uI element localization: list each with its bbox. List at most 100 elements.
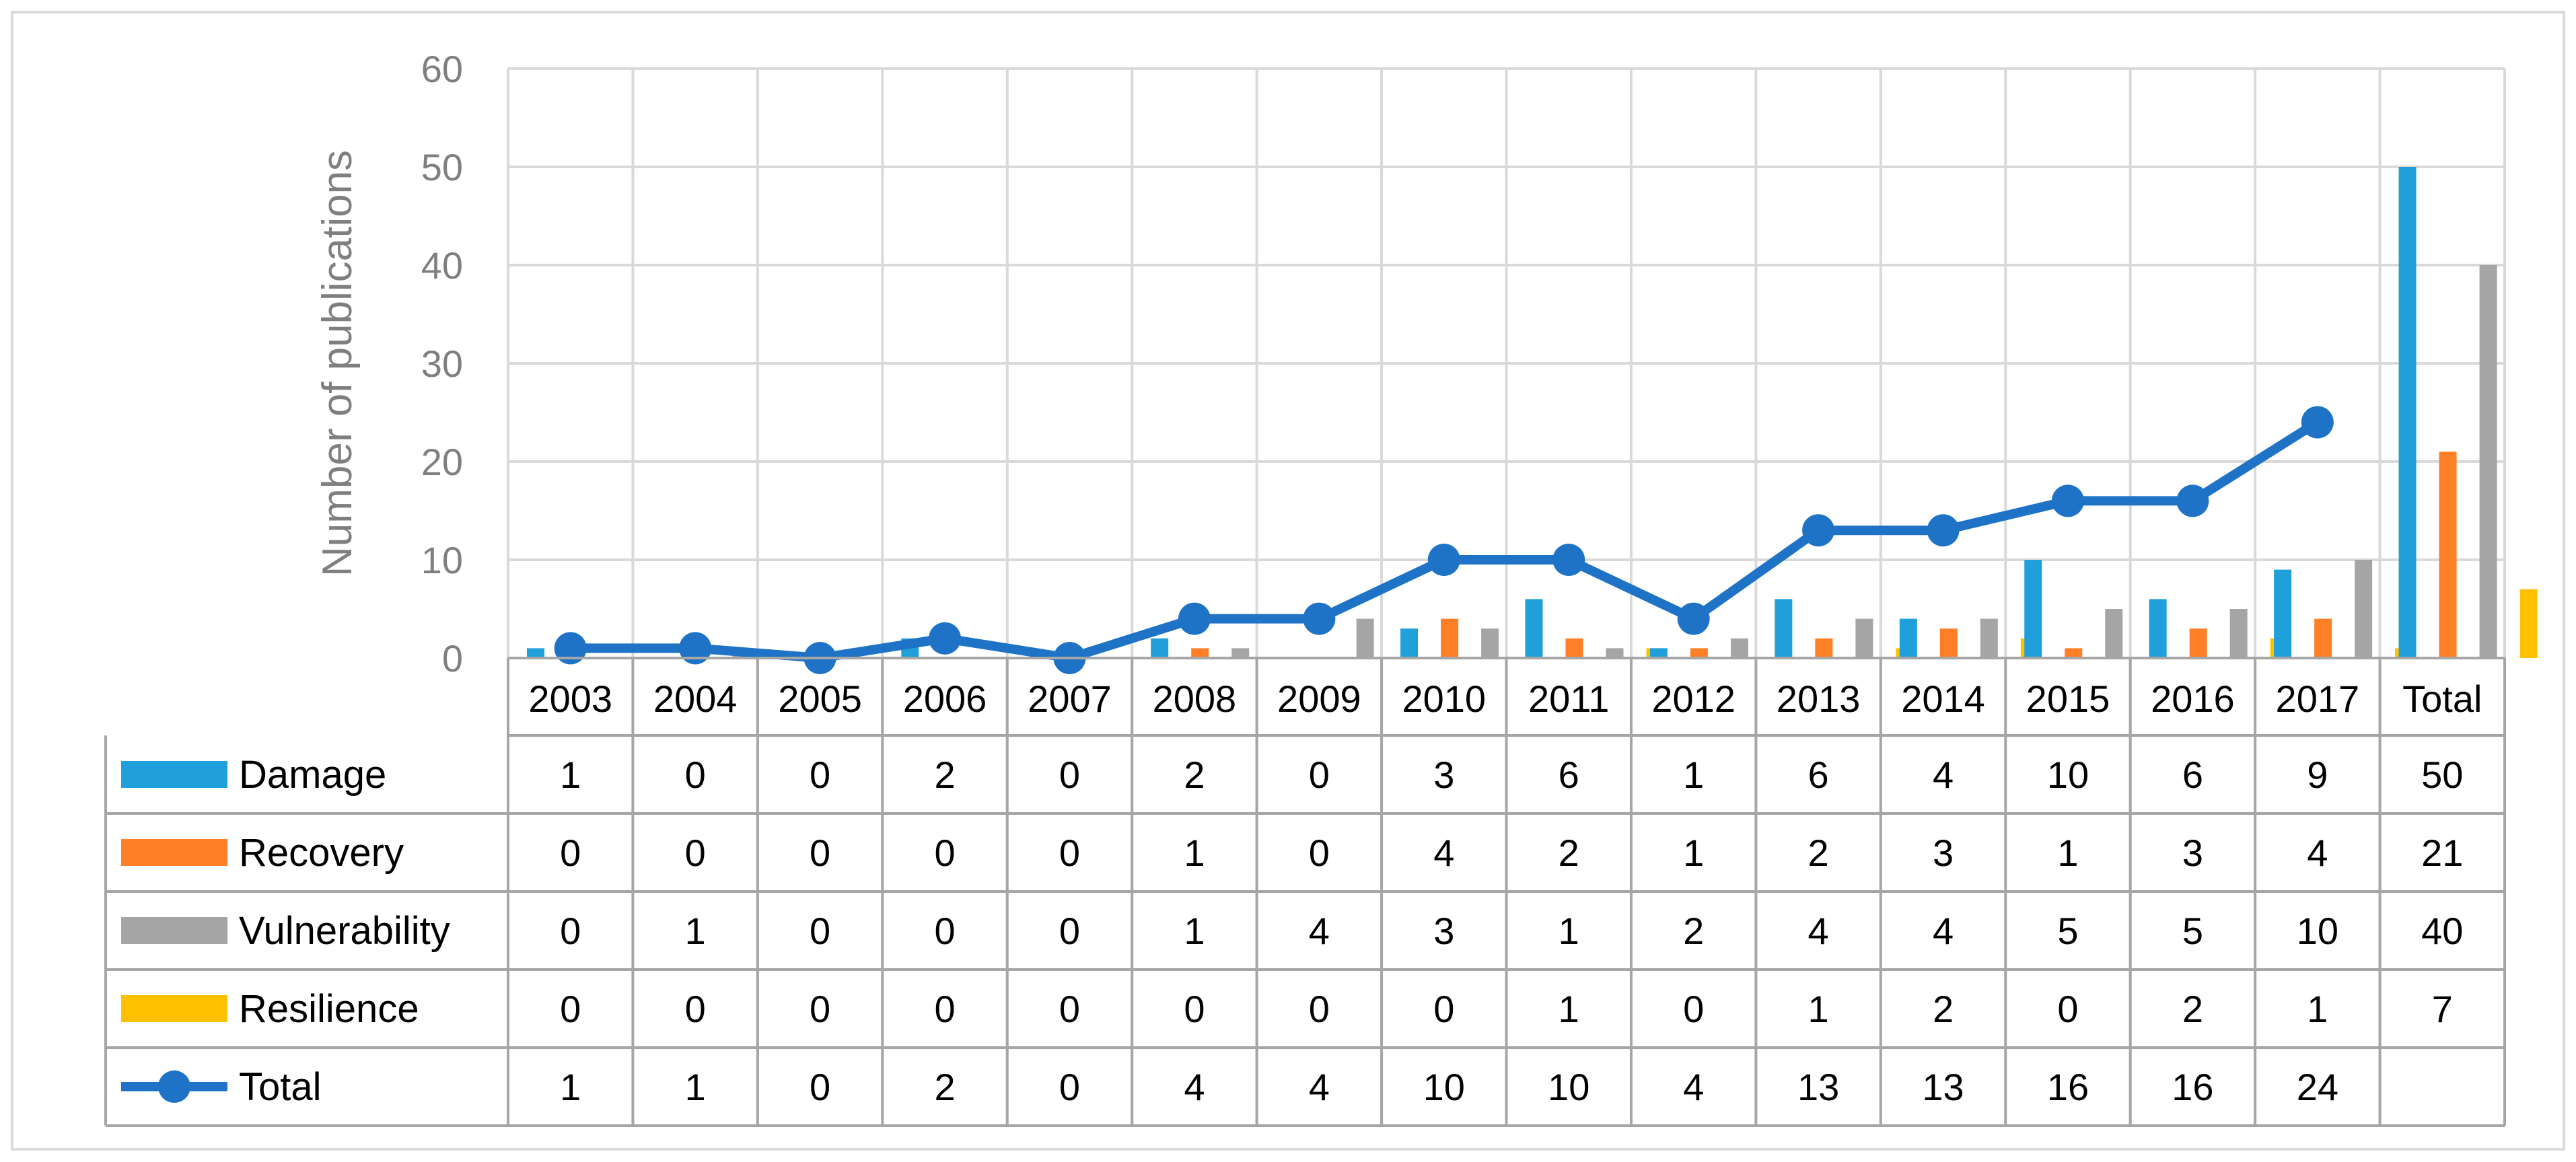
data-label: 2 [934, 1066, 955, 1108]
data-label: 1 [1683, 754, 1704, 796]
total-line [554, 406, 2334, 674]
data-label: 2 [1933, 988, 1954, 1030]
bar-damage-2011 [1525, 599, 1543, 658]
data-label: 4 [1184, 1066, 1205, 1108]
total-line-point [1677, 602, 1710, 635]
data-label: 0 [1309, 988, 1330, 1030]
x-tick-label: 2011 [1528, 678, 1609, 720]
data-label: 3 [1433, 754, 1454, 796]
data-label: 10 [1548, 1066, 1589, 1108]
data-label: 1 [1683, 832, 1704, 874]
bar-recovery-2014 [1939, 628, 1958, 658]
data-label: 1 [560, 754, 581, 796]
legend-label-resilience: Resilience [239, 987, 419, 1031]
bar-recovery-2010 [1441, 618, 1459, 658]
data-label: 4 [1933, 910, 1954, 952]
legend-swatch-recovery [121, 839, 227, 866]
x-tick-label: 2015 [2026, 678, 2110, 720]
data-label: 10 [2297, 910, 2338, 952]
bar-recovery-2013 [1815, 638, 1833, 658]
total-line-point [1303, 602, 1336, 635]
data-label: 1 [2307, 988, 2328, 1030]
data-label: 0 [1059, 988, 1080, 1030]
legend-swatch-total-point [158, 1070, 190, 1103]
data-label: 10 [2047, 754, 2089, 796]
data-label: 4 [1933, 754, 1954, 796]
data-label: 1 [1184, 910, 1205, 952]
data-label: 0 [1059, 832, 1080, 874]
data-label: 0 [1059, 754, 1080, 796]
data-label: 2 [1808, 832, 1829, 874]
bar-damage-2012 [1649, 648, 1668, 658]
bar-vulnerability-2016 [2229, 609, 2248, 658]
data-label: 0 [810, 910, 830, 952]
total-line-point [2051, 484, 2084, 517]
total-line-point [1802, 514, 1835, 547]
chart-border [11, 11, 2565, 1151]
data-label: 0 [1059, 910, 1080, 952]
total-line-point [1427, 544, 1460, 576]
data-label: 9 [2307, 754, 2328, 796]
data-label: 4 [2307, 832, 2328, 874]
data-label: 50 [2421, 754, 2463, 796]
data-label: 13 [1797, 1066, 1839, 1108]
total-line-point [1178, 602, 1211, 635]
data-label: 2 [1559, 832, 1579, 874]
data-label: 3 [2182, 832, 2203, 874]
data-label: 0 [685, 988, 706, 1030]
total-line-point [2176, 484, 2209, 517]
bar-vulnerability-2013 [1855, 618, 1873, 658]
y-tick-label: 10 [421, 539, 463, 581]
data-label: 0 [1309, 832, 1330, 874]
data-label: 0 [560, 910, 581, 952]
data-label: 0 [685, 832, 706, 874]
bar-vulnerability-2011 [1606, 648, 1624, 658]
data-label: 1 [1559, 910, 1579, 952]
data-label: 10 [1423, 1066, 1465, 1108]
data-label: 5 [2182, 910, 2203, 952]
bar-recovery-2012 [1690, 648, 1708, 658]
data-label: 1 [1559, 988, 1579, 1030]
data-label: 0 [1683, 988, 1704, 1030]
y-axis-ticks: 0 10 20 30 40 50 60 [421, 48, 463, 680]
data-label: 1 [685, 910, 706, 952]
bar-vulnerability-Total [2479, 265, 2497, 658]
bar-vulnerability-2009 [1356, 618, 1374, 658]
data-label: 24 [2297, 1066, 2338, 1108]
data-label: 6 [2182, 754, 2203, 796]
data-label: 0 [1059, 1066, 1080, 1108]
data-label: 0 [560, 988, 581, 1030]
bar-damage-2003 [527, 648, 544, 658]
data-label: 1 [1184, 832, 1205, 874]
legend-swatch-resilience [121, 995, 227, 1022]
total-line-point [1927, 514, 1960, 547]
data-label: 6 [1559, 754, 1579, 796]
x-tick-label: 2013 [1777, 678, 1861, 720]
x-tick-label: 2017 [2276, 678, 2360, 720]
bar-damage-Total [2398, 167, 2417, 658]
data-label: 1 [1808, 988, 1829, 1030]
data-label: 1 [2057, 832, 2078, 874]
y-tick-label: 50 [421, 146, 463, 188]
data-label: 0 [810, 988, 830, 1030]
data-label: 2 [2182, 988, 2203, 1030]
x-tick-label: 2003 [528, 678, 612, 720]
x-tick-label: Total [2402, 678, 2482, 720]
bar-vulnerability-2015 [2105, 609, 2123, 658]
legend-swatch-damage [121, 761, 227, 788]
legend-label-vulnerability: Vulnerability [239, 909, 450, 953]
x-tick-label: 2016 [2151, 678, 2235, 720]
bar-damage-2017 [2274, 569, 2292, 658]
bar-damage-2010 [1400, 628, 1419, 658]
bar-damage-2014 [1899, 618, 1917, 658]
legend-label-damage: Damage [239, 753, 386, 797]
total-line-point [554, 632, 587, 665]
data-label: 16 [2172, 1066, 2213, 1108]
total-line-point [679, 632, 712, 665]
legend-swatch-vulnerability [121, 917, 227, 944]
x-tick-label: 2014 [1901, 678, 1985, 720]
data-label: 6 [1808, 754, 1829, 796]
data-label: 0 [685, 754, 706, 796]
